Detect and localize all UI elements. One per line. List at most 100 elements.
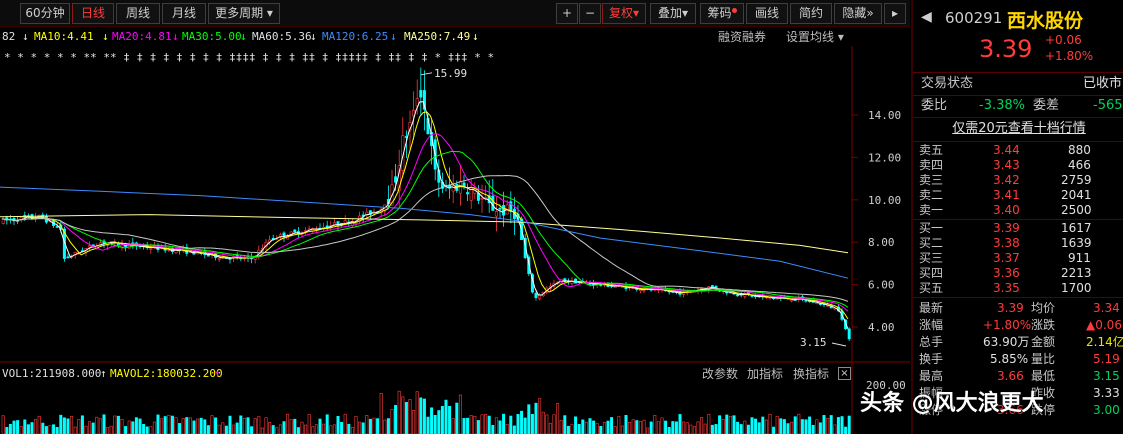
volume-bar (523, 417, 527, 434)
stat-value: 3.66 (997, 369, 1024, 383)
volume-bar (534, 402, 538, 434)
overlay-button[interactable]: 叠加▾ (650, 3, 696, 24)
volume-bar (30, 422, 34, 434)
expand-panel-button[interactable]: ▸ (884, 3, 906, 24)
volume-bar (80, 415, 84, 434)
volume-bar (329, 425, 333, 434)
bids-row[interactable]: 买二 3.38 1639 (913, 236, 1123, 250)
volume-bar (725, 414, 729, 434)
candle-body (538, 294, 542, 300)
bids-row[interactable]: 买一 3.39 1617 (913, 221, 1123, 235)
candle-body (509, 201, 513, 212)
zoom-out-button[interactable]: − (579, 3, 601, 24)
volume-bar (142, 424, 146, 434)
stat-value: 3.15 (1093, 369, 1120, 383)
order-diff: -565 (1093, 98, 1123, 113)
bids-price: 3.39 (993, 221, 1020, 235)
volume-bar (214, 417, 218, 434)
volume-bar (296, 427, 300, 434)
volume-bar (743, 420, 747, 434)
stat-label: 最新 (919, 301, 944, 315)
asks-label: 卖二 (919, 188, 944, 202)
margin-trading-button[interactable]: 融资融券 (718, 30, 767, 44)
volume-bar (782, 419, 786, 434)
asks-row[interactable]: 卖一 3.40 2500 (913, 203, 1123, 217)
asks-row[interactable]: 卖四 3.43 466 (913, 158, 1123, 172)
volume-bar (638, 421, 642, 434)
prev-stock-icon[interactable]: ◀ (921, 9, 932, 25)
asks-label: 卖三 (919, 173, 944, 187)
volume-bar (757, 422, 761, 434)
quote-panel: ◀ 600291 西水股份 3.39 +0.06 +1.80% 交易状态 已收市… (911, 0, 1123, 434)
candle-body (523, 238, 527, 259)
stat-value: 3.66 (997, 403, 1024, 417)
tab-60min[interactable]: 60分钟 (20, 3, 70, 24)
arrow-down-icon: ↓ (240, 30, 247, 43)
volume-bar (847, 415, 851, 434)
stat-value: 3.00 (1093, 403, 1120, 417)
volume-bar (70, 416, 74, 434)
bids-row[interactable]: 买三 3.37 911 (913, 251, 1123, 265)
level10-link[interactable]: 仅需20元查看十档行情 (952, 121, 1086, 136)
volume-bar (239, 415, 243, 434)
volume-bar (646, 427, 650, 434)
stat-label: 最高 (919, 369, 944, 383)
arrow-down-icon: ↓ (172, 30, 179, 43)
tab-weekly[interactable]: 周线 (116, 3, 160, 24)
volume-bar (667, 427, 671, 434)
volume-bar (599, 425, 603, 434)
tab-more-periods[interactable]: 更多周期 ▾ (208, 3, 280, 24)
draw-line-button[interactable]: 画线 (746, 3, 788, 24)
volume-bar (440, 405, 444, 434)
volume-bar (592, 420, 596, 434)
arrow-down-icon: ↓ (22, 30, 29, 43)
volume-bar (397, 390, 401, 434)
zoom-in-button[interactable]: + (556, 3, 578, 24)
volume-bar (610, 417, 614, 434)
volume-bar (246, 417, 250, 434)
trade-status: 已收市 (1083, 76, 1123, 91)
ma-settings-button[interactable]: 设置均线 ▾ (786, 30, 844, 44)
order-ratio-row: 委比 -3.38% 委差 -565 (921, 98, 1123, 113)
bids-row[interactable]: 买四 3.36 2213 (913, 266, 1123, 280)
add-indicator-button[interactable]: 加指标 (747, 367, 784, 381)
volume-bar (538, 398, 542, 434)
asks-row[interactable]: 卖三 3.42 2759 (913, 173, 1123, 187)
volume-bar (221, 422, 225, 434)
chips-button[interactable]: 筹码 (700, 3, 744, 24)
asks-row[interactable]: 卖五 3.44 880 (913, 143, 1123, 157)
volume-bar (386, 418, 390, 434)
bids-row[interactable]: 买五 3.35 1700 (913, 281, 1123, 295)
volume-bar (228, 415, 232, 434)
simple-button[interactable]: 简约 (790, 3, 832, 24)
volume-bar (840, 416, 844, 434)
stock-name: 西水股份 (1007, 10, 1084, 32)
volume-bar (224, 425, 228, 434)
kline-chart[interactable]: 14.00 12.00 10.00 8.00 6.00 4.00 200.00 * * * *… (0, 0, 911, 434)
volume-bar (34, 419, 38, 434)
volume-bar (790, 421, 794, 434)
asks-row[interactable]: 卖二 3.41 2041 (913, 188, 1123, 202)
stat-value: 3.39 (997, 301, 1024, 315)
volume-bar (552, 414, 556, 434)
tab-monthly[interactable]: 月线 (162, 3, 206, 24)
volume-bar (278, 424, 282, 434)
divider (913, 117, 1123, 118)
bids-price: 3.35 (993, 281, 1020, 295)
volume-bar (480, 414, 484, 434)
volume-bar (736, 421, 740, 434)
close-indicator-button[interactable]: × (838, 367, 851, 380)
hide-button[interactable]: 隐藏» (834, 3, 882, 24)
candle-body (480, 197, 484, 200)
adjust-button[interactable]: 复权▾ (602, 3, 646, 24)
tab-daily[interactable]: 日线 (72, 3, 114, 24)
high-price-label: 15.99 (434, 67, 467, 80)
volume-bar (95, 416, 99, 434)
volume-bar (253, 418, 257, 434)
switch-indicator-button[interactable]: 换指标 (793, 367, 830, 381)
stat-label: 金额 (1031, 335, 1056, 349)
edit-params-button[interactable]: 改参数 (702, 367, 739, 381)
stat-label: 涨跌 (1031, 318, 1056, 332)
volume-bar (113, 415, 117, 434)
bids-volume: 2213 (1061, 266, 1092, 280)
